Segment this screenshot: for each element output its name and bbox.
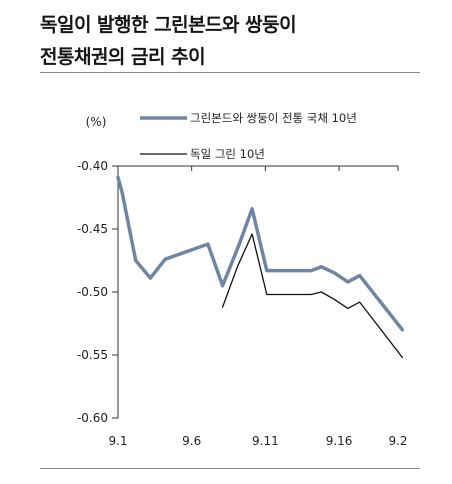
legend: 그린본드와 쌍둥이 전통 국채 10년 독일 그린 10년 [140,111,357,161]
x-axis-ticks: 9.1 9.6 9.11 9.16 9.2 [108,166,408,448]
x-tick-label: 9.6 [182,434,201,448]
x-tick-label: 9.16 [326,434,353,448]
legend-label-series-1: 그린본드와 쌍둥이 전통 국채 10년 [190,111,357,125]
series-line-1 [116,175,405,332]
y-tick-label: -0.55 [77,348,108,362]
legend-label-series-2: 독일 그린 10년 [190,147,265,161]
series-line-2 [221,233,404,359]
x-tick-label: 9.2 [388,434,407,448]
top-divider [40,72,420,73]
y-tick-label: -0.40 [77,159,108,173]
y-tick-label: -0.50 [77,285,108,299]
x-tick-label: 9.11 [252,434,279,448]
chart-title-line-1: 독일이 발행한 그린본드와 쌍둥이 [40,14,297,36]
bottom-divider [40,468,420,469]
unit-label: (%) [86,115,107,129]
y-tick-label: -0.60 [77,411,108,425]
y-tick-label: -0.45 [77,222,108,236]
chart-title-line-2: 전통채권의 금리 추이 [40,46,206,68]
x-tick-label: 9.1 [108,434,127,448]
y-axis-ticks: -0.40 -0.45 -0.50 -0.55 -0.60 [77,159,118,425]
series-layer [116,175,405,359]
